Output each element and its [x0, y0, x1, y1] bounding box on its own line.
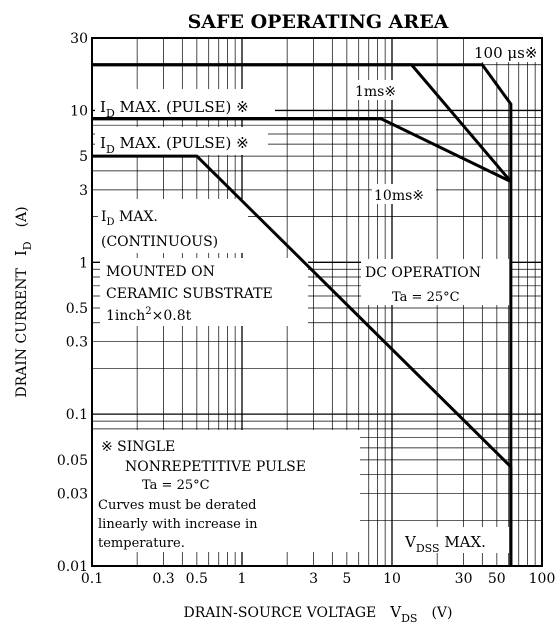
label-mounted-3-post: ×0.8t: [152, 308, 192, 324]
label-id-pulse-1-rest: MAX. (PULSE) ※: [115, 98, 249, 116]
y-tick-label: 0.1: [66, 407, 88, 423]
y-axis-label-unit: (A): [14, 206, 30, 227]
label-vdss-sub: DSS: [416, 542, 440, 555]
note-line-2: NONREPETITIVE PULSE: [125, 459, 306, 475]
note-line-3: Curves must be derated: [98, 498, 256, 513]
label-vdss-rest: MAX.: [440, 533, 486, 551]
y-tick-label: 0.05: [57, 453, 88, 469]
label-id-pulse-2-rest: MAX. (PULSE) ※: [115, 134, 249, 152]
y-axis-label-sub: D: [21, 241, 34, 250]
label-10ms: 10ms※: [374, 188, 424, 204]
x-axis-label-main: DRAIN-SOURCE VOLTAGE: [183, 605, 376, 621]
y-tick-label: 0.5: [66, 301, 88, 317]
chart-title: SAFE OPERATING AREA: [188, 11, 449, 33]
label-continuous: (CONTINUOUS): [101, 234, 218, 250]
x-tick-label: 50: [488, 571, 506, 587]
x-axis-label-unit: (V): [431, 605, 452, 621]
y-tick-label: 5: [79, 149, 88, 165]
x-axis-label: DRAIN-SOURCE VOLTAGE VDS (V): [183, 603, 452, 625]
label-id-cont-rest: MAX.: [115, 209, 158, 225]
note-ta: Ta = 25°C: [142, 478, 210, 493]
note-line-5: temperature.: [98, 536, 185, 551]
x-tick-label: 30: [455, 571, 473, 587]
x-tick-label: 5: [342, 571, 351, 587]
x-tick-label: 0.5: [186, 571, 208, 587]
label-id-pulse-2-sub: D: [106, 143, 115, 156]
y-tick-label: 10: [70, 104, 88, 120]
label-dc-operation: DC OPERATION: [365, 265, 481, 281]
label-100us: 100 μs※: [474, 44, 537, 62]
x-tick-label: 100: [529, 571, 556, 587]
label-id-pulse-1-sub: D: [106, 107, 115, 120]
x-tick-label: 1: [238, 571, 247, 587]
curve-ms1: [92, 65, 511, 182]
x-tick-label: 3: [309, 571, 318, 587]
x-tick-label: 0.3: [152, 571, 174, 587]
y-axis-label: DRAIN CURRENTID(A): [12, 206, 34, 397]
label-1ms: 1ms※: [355, 84, 396, 100]
label-mounted-3-pre: 1inch: [106, 308, 145, 324]
label-mounted-1: MOUNTED ON: [106, 264, 215, 280]
y-tick-label: 0.03: [57, 487, 88, 503]
y-axis-label-main: DRAIN CURRENT: [14, 267, 30, 397]
y-tick-label: 1: [79, 255, 88, 271]
label-ta-1: Ta = 25°C: [392, 290, 460, 305]
y-tick-label: 0.01: [57, 559, 88, 575]
note-line-4: linearly with increase in: [98, 517, 258, 532]
y-tick-label: 3: [79, 183, 88, 199]
x-tick-label: 10: [383, 571, 401, 587]
y-tick-label: 0.3: [66, 335, 88, 351]
y-tick-label: 30: [70, 31, 88, 47]
note-line-1: ※ SINGLE: [101, 439, 175, 455]
label-id-cont-sub: D: [107, 217, 115, 228]
label-mounted-2: CERAMIC SUBSTRATE: [106, 286, 273, 302]
x-axis-label-sub: DS: [401, 612, 417, 625]
